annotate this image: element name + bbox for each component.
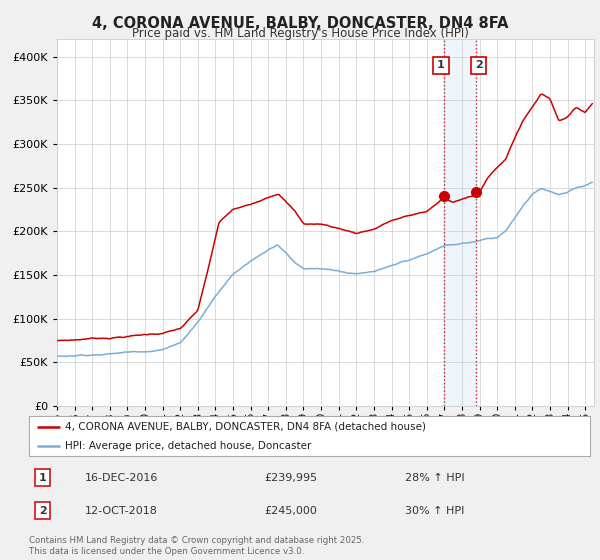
Text: £245,000: £245,000	[265, 506, 317, 516]
Text: HPI: Average price, detached house, Doncaster: HPI: Average price, detached house, Donc…	[65, 441, 311, 450]
Text: Contains HM Land Registry data © Crown copyright and database right 2025.
This d: Contains HM Land Registry data © Crown c…	[29, 536, 364, 556]
Text: 4, CORONA AVENUE, BALBY, DONCASTER, DN4 8FA (detached house): 4, CORONA AVENUE, BALBY, DONCASTER, DN4 …	[65, 422, 426, 432]
Text: 4, CORONA AVENUE, BALBY, DONCASTER, DN4 8FA: 4, CORONA AVENUE, BALBY, DONCASTER, DN4 …	[92, 16, 508, 31]
Bar	[443, 39, 476, 406]
Text: 2: 2	[39, 506, 47, 516]
Text: 1: 1	[39, 473, 47, 483]
Text: 30% ↑ HPI: 30% ↑ HPI	[404, 506, 464, 516]
Text: 16-DEC-2016: 16-DEC-2016	[85, 473, 158, 483]
Text: Price paid vs. HM Land Registry's House Price Index (HPI): Price paid vs. HM Land Registry's House …	[131, 27, 469, 40]
Text: £239,995: £239,995	[265, 473, 317, 483]
Text: 28% ↑ HPI: 28% ↑ HPI	[404, 473, 464, 483]
Text: 1: 1	[437, 60, 445, 71]
Text: 2: 2	[475, 60, 482, 71]
Text: 12-OCT-2018: 12-OCT-2018	[85, 506, 158, 516]
